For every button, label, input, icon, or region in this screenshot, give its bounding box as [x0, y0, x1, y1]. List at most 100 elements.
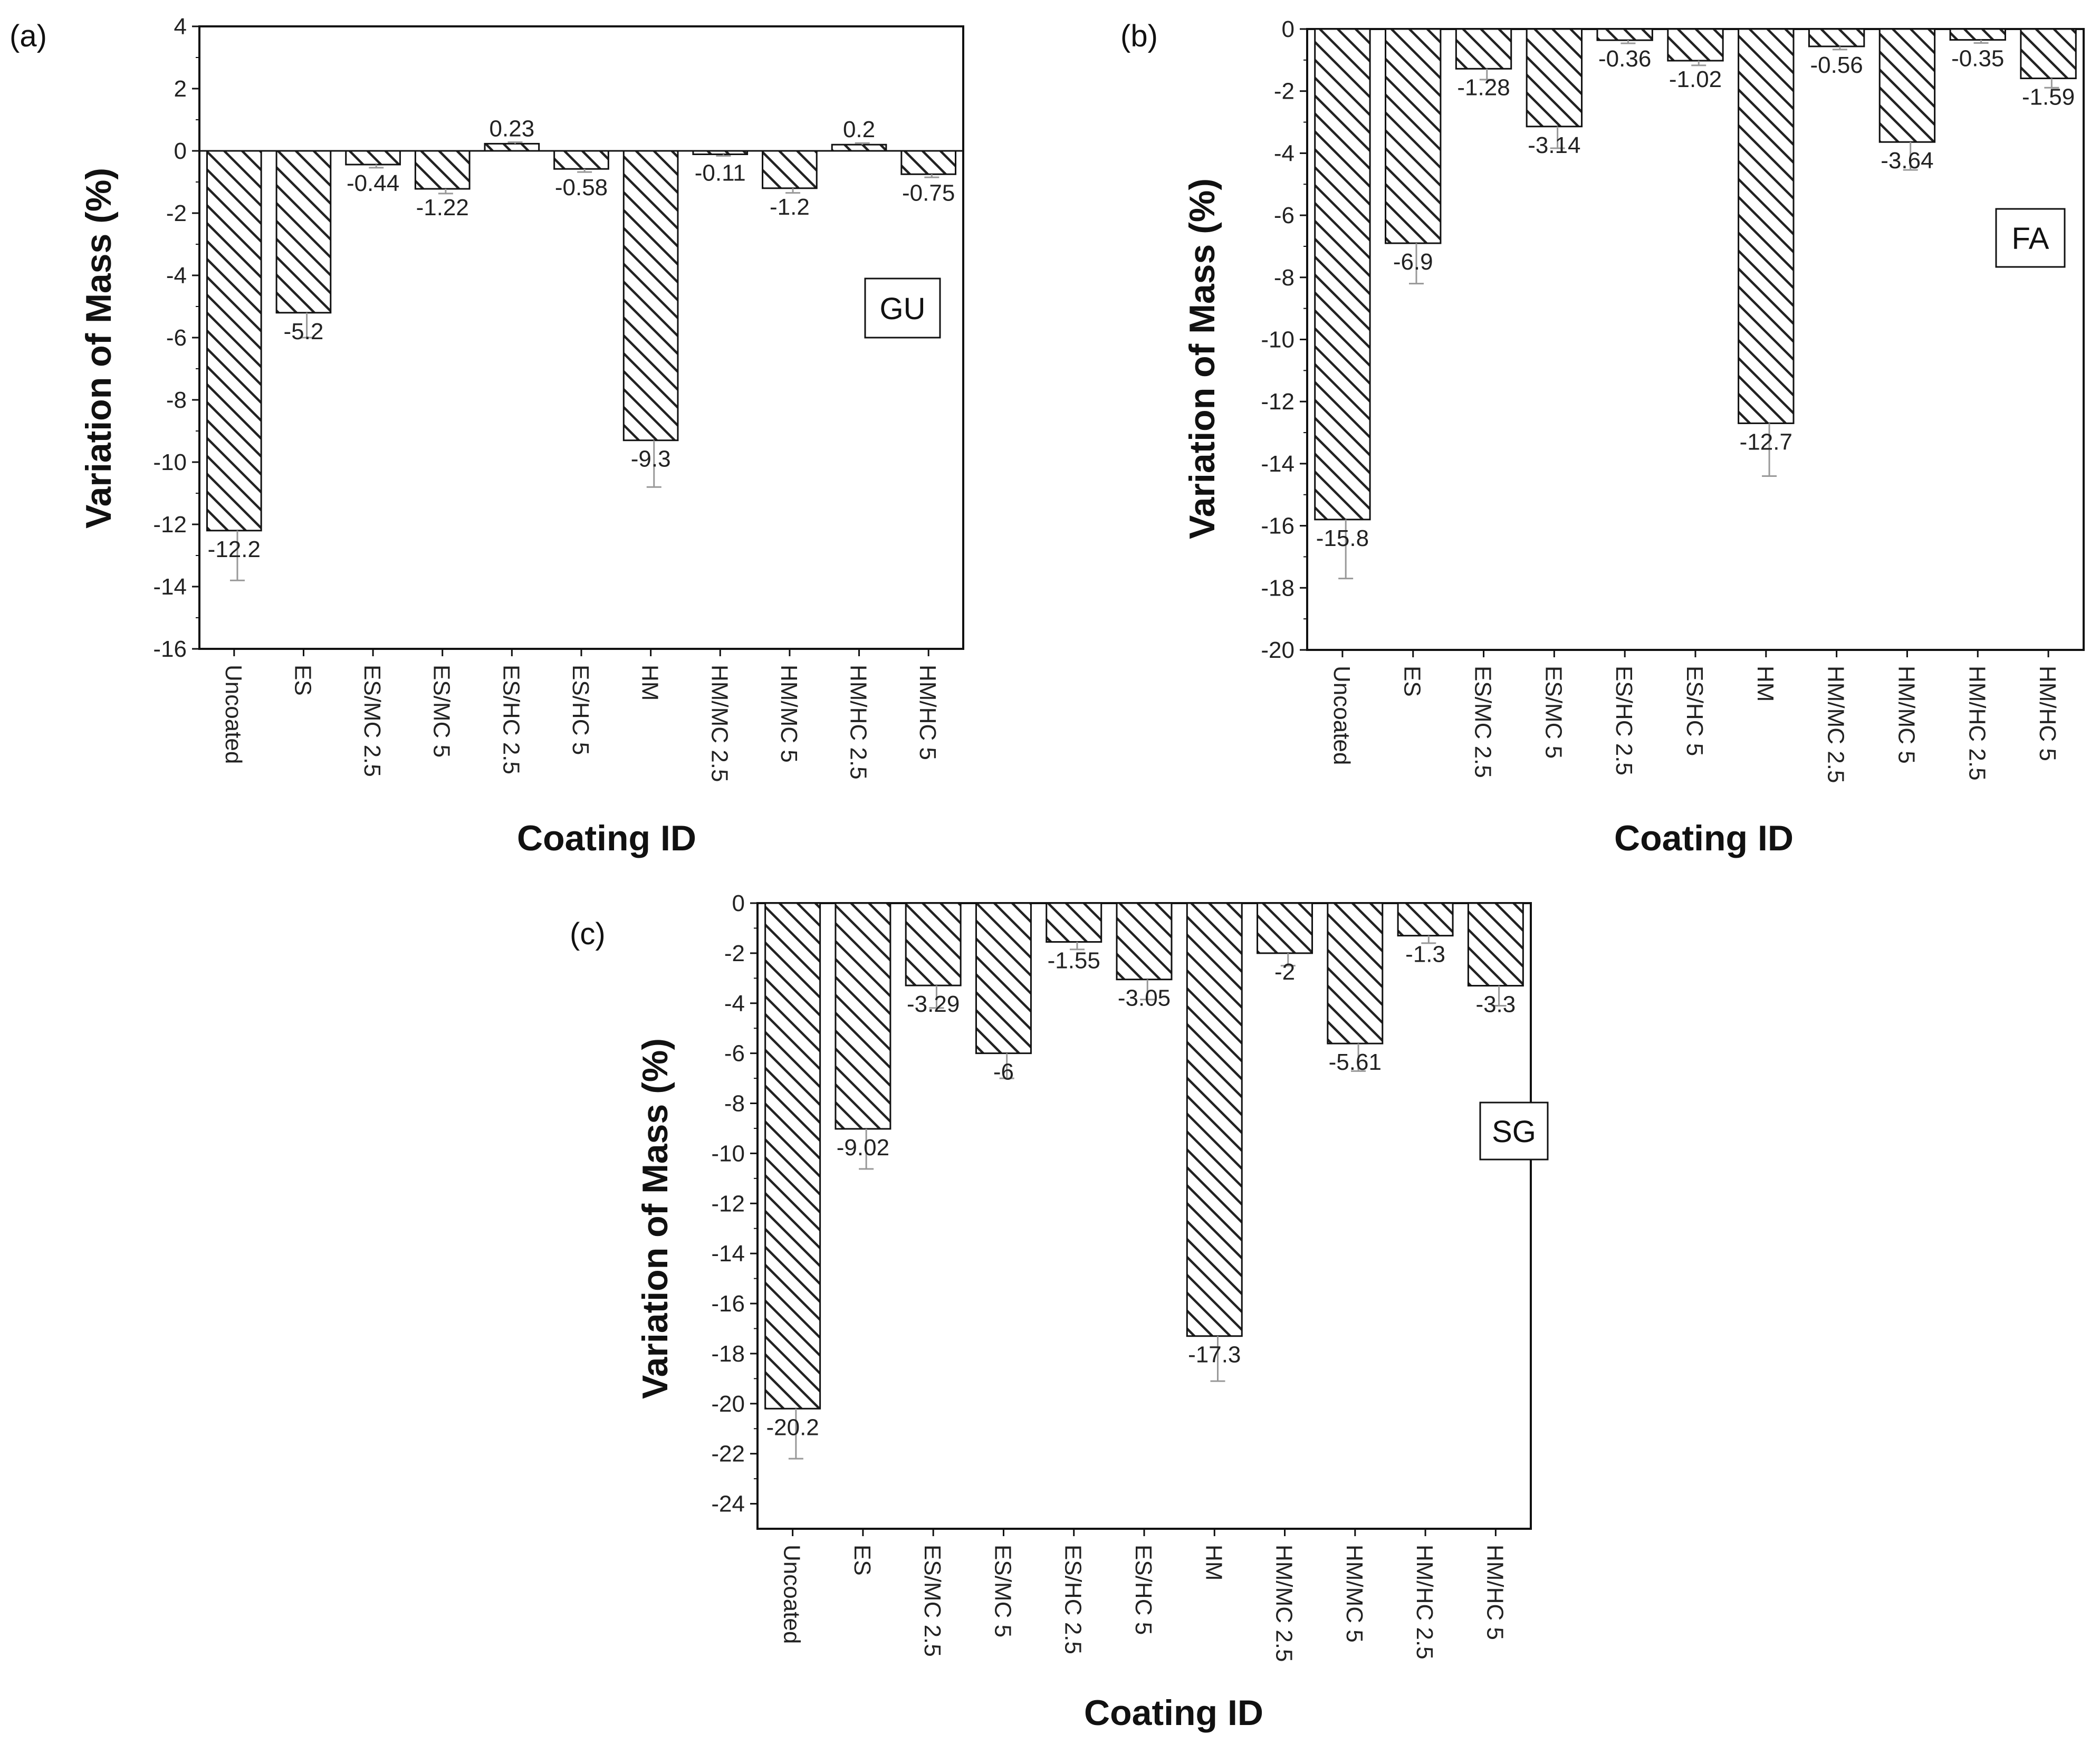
- x-tick-label: ES/MC 2.5: [919, 1545, 945, 1657]
- bar: [553, 150, 609, 170]
- y-tick-label: -8: [166, 387, 187, 413]
- data-label: -1.55: [1048, 948, 1100, 974]
- data-label: -2: [1274, 959, 1295, 985]
- x-tick-label: HM/MC 2.5: [706, 665, 732, 782]
- panel-letter: (a): [9, 19, 47, 53]
- y-tick-label: -16: [153, 636, 187, 662]
- y-tick-label: -20: [711, 1391, 745, 1417]
- x-axis: Uncoated ES ES/MC 2.5 ES/MC 5 ES/HC 2.5 ES/HC…: [779, 1529, 1508, 1662]
- y-tick-label: -2: [166, 200, 187, 226]
- bar: [622, 150, 679, 442]
- chart-panel-b: (b) -15.8 -6.9 -1.28 -3.14 -0.36 -1.02 -12.7 -0…: [1120, 16, 2085, 858]
- x-tick-label: HM/HC 2.5: [846, 665, 871, 780]
- y-tick-label: -4: [724, 991, 745, 1017]
- bar: [1949, 28, 2006, 41]
- bar: [1327, 902, 1384, 1045]
- data-label: -0.35: [1951, 46, 2004, 72]
- bar: [975, 902, 1032, 1055]
- data-label: 0.2: [843, 117, 875, 142]
- bar: [1878, 28, 1936, 143]
- y-tick-label: -12: [153, 512, 187, 538]
- x-tick-label: HM/MC 5: [1893, 666, 1919, 764]
- y-tick-label: -14: [1261, 451, 1294, 477]
- y-tick-label: -16: [1261, 513, 1294, 539]
- data-label: -3.64: [1881, 148, 1933, 174]
- data-label: -15.8: [1316, 525, 1369, 551]
- data-label: -3.29: [907, 991, 960, 1017]
- bar: [414, 150, 471, 190]
- x-axis-title: Coating ID: [1084, 1693, 1263, 1733]
- x-tick-label: HM/HC 5: [2035, 666, 2060, 761]
- data-label: -1.22: [416, 195, 469, 221]
- data-label: -1.28: [1457, 74, 1510, 100]
- bar: [1257, 902, 1313, 954]
- x-tick-label: HM/MC 5: [1341, 1545, 1367, 1643]
- bar: [692, 150, 749, 155]
- y-axis: 4 2 0 -2 -4 -6 -8 -10 -12 -14 -16: [153, 14, 199, 662]
- data-label: -1.59: [2022, 84, 2075, 110]
- y-tick-label: -6: [166, 325, 187, 351]
- x-tick-label: ES/HC 5: [568, 665, 593, 755]
- data-label: -6: [993, 1059, 1014, 1085]
- bar: [900, 150, 957, 175]
- x-tick-label: HM/MC 2.5: [1823, 666, 1849, 783]
- y-tick-label: -10: [711, 1141, 745, 1166]
- x-tick-label: ES/MC 5: [990, 1545, 1015, 1637]
- y-axis: 0 -2 -4 -6 -8 -10 -12 -14 -16 -18 -20 -22 -24: [711, 890, 757, 1517]
- data-label: -0.44: [347, 170, 399, 196]
- y-tick-label: -14: [153, 574, 187, 600]
- data-label: -9.3: [631, 446, 671, 472]
- y-tick-label: 0: [1282, 16, 1294, 42]
- bar: [1738, 28, 1795, 424]
- x-tick-label: ES/MC 2.5: [1470, 666, 1496, 778]
- chart-panel-a: (a) -12.2-5.2-0.44-1.220.23-0.58-9.3-0.1…: [9, 14, 964, 858]
- tag-label: SG: [1492, 1115, 1536, 1149]
- y-tick-label: -6: [724, 1041, 745, 1067]
- x-tick-label: ES/HC 5: [1130, 1545, 1156, 1635]
- bar: [1186, 902, 1243, 1337]
- y-tick-label: 0: [174, 138, 187, 164]
- data-label: 0.23: [490, 116, 535, 141]
- bar: [1397, 902, 1454, 937]
- x-tick-label: ES/HC 2.5: [1611, 666, 1637, 775]
- x-tick-label: HM/HC 2.5: [1412, 1545, 1437, 1660]
- data-label: -17.3: [1188, 1342, 1241, 1368]
- data-label: -0.36: [1598, 46, 1651, 72]
- data-label: -1.3: [1405, 942, 1445, 967]
- data-label: -0.75: [902, 180, 955, 206]
- bar: [1808, 28, 1865, 47]
- bar: [1116, 902, 1173, 981]
- data-label: -3.14: [1528, 132, 1580, 158]
- tag-label: GU: [880, 292, 926, 326]
- x-tick-label: ES/HC 2.5: [498, 665, 524, 774]
- bar: [1314, 28, 1371, 521]
- y-tick-label: -12: [1261, 389, 1294, 415]
- bar: [835, 902, 891, 1130]
- x-tick-label: HM/HC 5: [1482, 1545, 1508, 1640]
- y-tick-label: -18: [711, 1341, 745, 1367]
- bar: [764, 902, 821, 1410]
- tag-box: FA: [1995, 208, 2066, 268]
- bar-marks: -15.8 -6.9 -1.28 -3.14 -0.36 -1.02 -12.7 -0.56 -…: [1307, 28, 2084, 580]
- y-tick-label: -8: [1274, 265, 1294, 291]
- x-tick-label: HM: [1201, 1545, 1226, 1580]
- y-tick-label: -2: [1274, 79, 1294, 104]
- x-tick-label: Uncoated: [1329, 666, 1355, 765]
- data-label: -0.56: [1810, 52, 1863, 78]
- bar: [484, 142, 540, 152]
- data-label: -3.3: [1475, 992, 1516, 1018]
- tag-box: SG: [1479, 1101, 1549, 1161]
- x-axis: Uncoated ES ES/MC 2.5 ES/MC 5 ES/HC 2.5 ES/HC…: [1329, 650, 2060, 783]
- data-label: -1.02: [1669, 66, 1722, 92]
- y-axis-title: Variation of Mass (%): [635, 1038, 675, 1399]
- x-tick-label: ES/HC 5: [1682, 666, 1708, 756]
- y-tick-label: -18: [1261, 575, 1294, 601]
- bar: [1385, 28, 1442, 244]
- data-label: -5.2: [284, 319, 324, 344]
- data-label: -6.9: [1393, 249, 1433, 275]
- data-label: -3.05: [1118, 985, 1171, 1011]
- x-tick-label: ES/MC 5: [429, 665, 455, 758]
- y-tick-label: -20: [1261, 637, 1294, 663]
- x-tick-label: ES/HC 2.5: [1060, 1545, 1086, 1654]
